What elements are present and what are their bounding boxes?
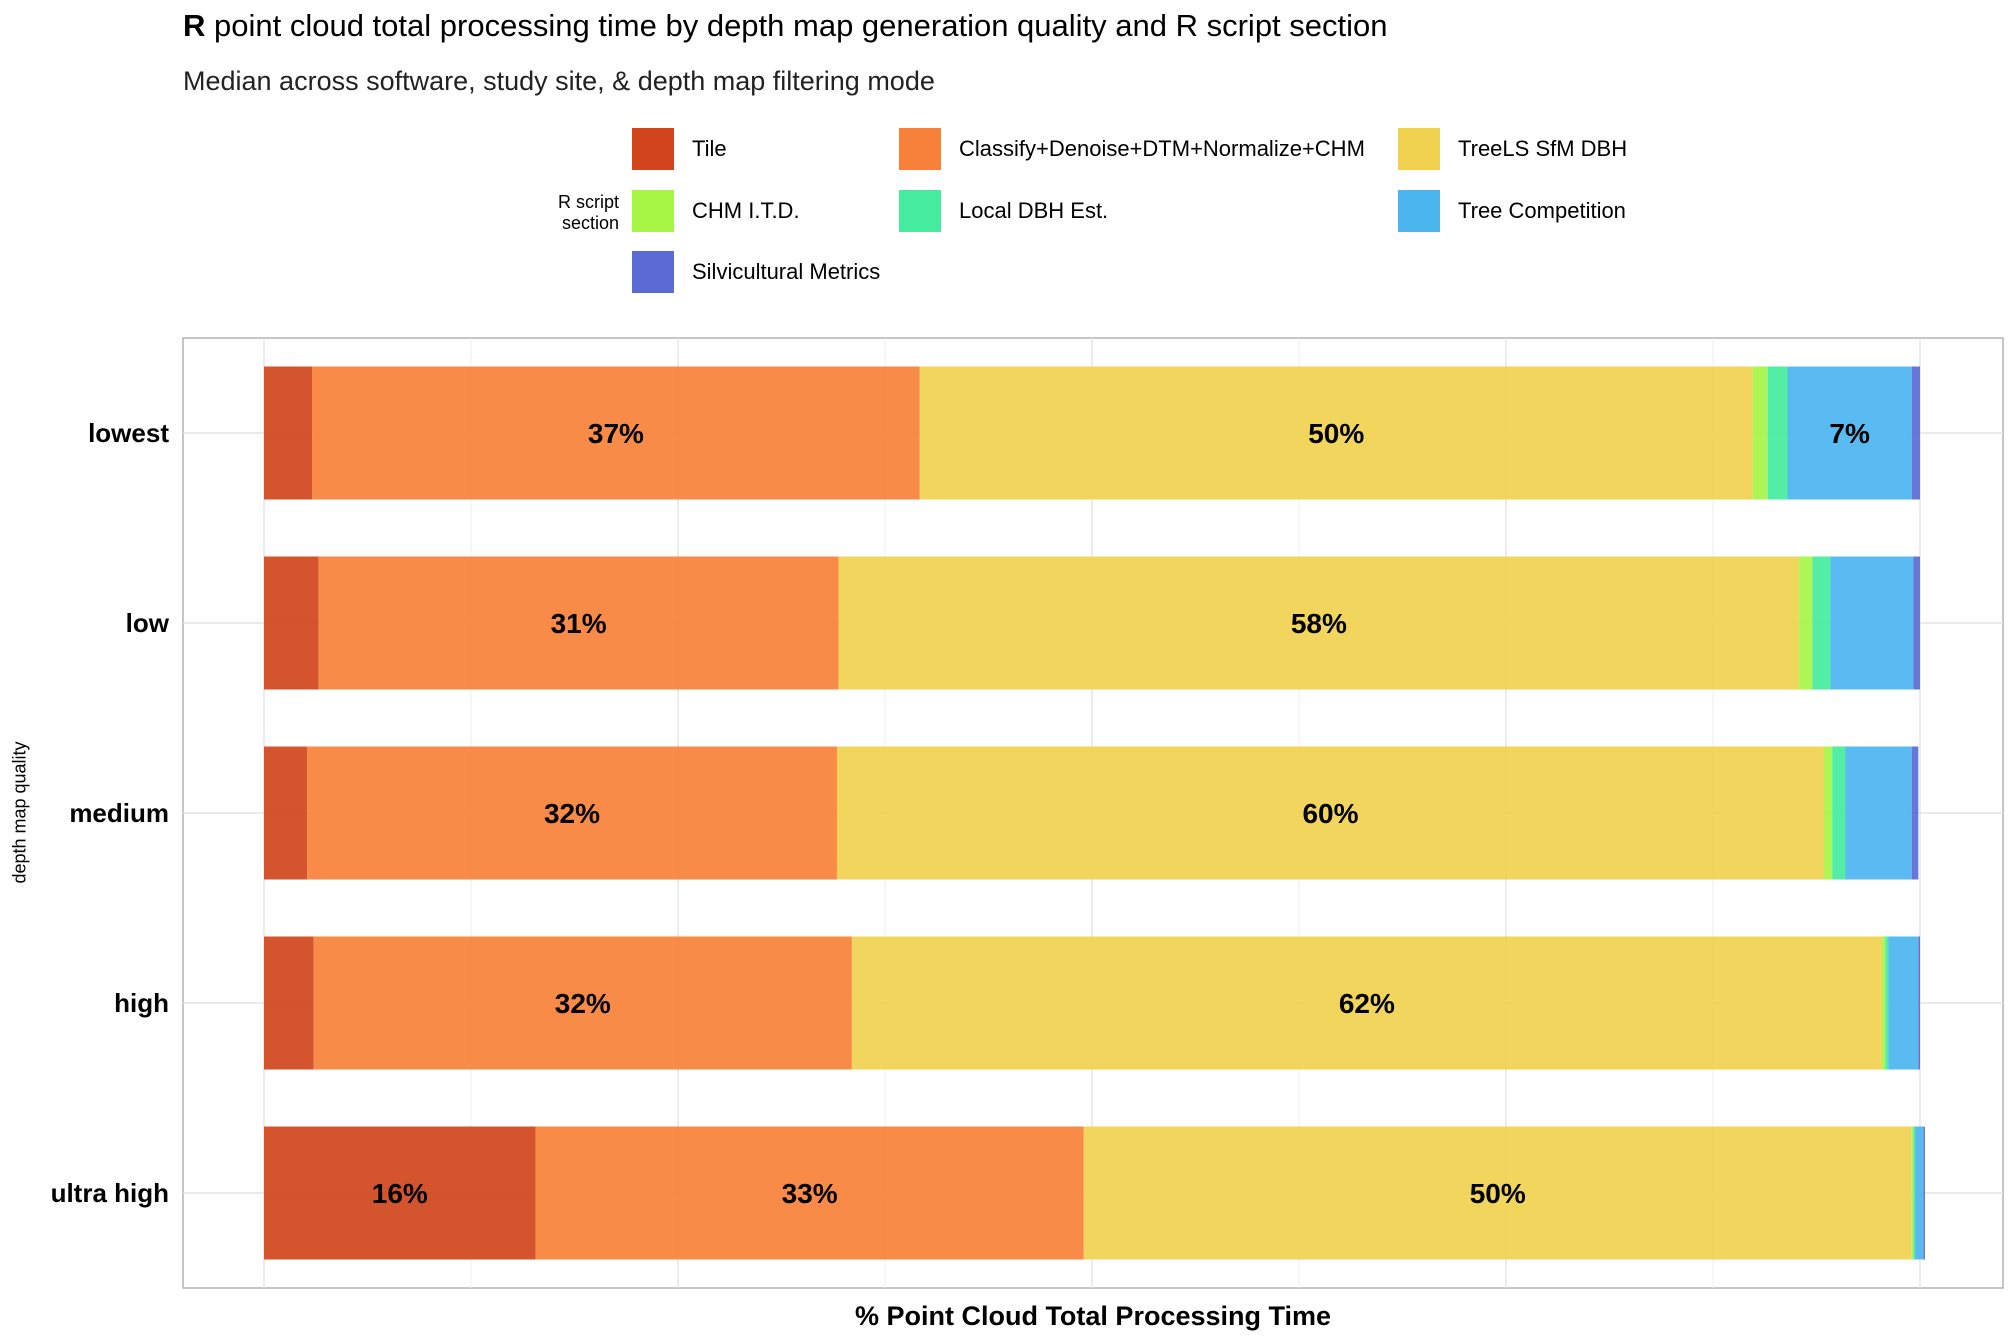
legend-title-line1: R script — [557, 192, 619, 212]
bar-low-local-dbh-est — [1812, 556, 1831, 690]
legend-title-line2: section — [561, 213, 619, 233]
bar-ultra-high-local-dbh-est — [1913, 1126, 1916, 1260]
bar-lowest-tile — [264, 366, 313, 500]
bar-high-classify-denoise-dtm-normalize-chm — [313, 936, 852, 1070]
data-label-medium-classify-denoise-dtm-normalize-chm: 32% — [544, 798, 600, 829]
chart-subtitle: Median across software, study site, & de… — [183, 66, 935, 96]
bar-high-treels-sfm-dbh — [851, 936, 1882, 1070]
data-label-high-treels-sfm-dbh: 62% — [1339, 988, 1395, 1019]
bar-medium-local-dbh-est — [1832, 746, 1846, 880]
bar-high-silvicultural-metrics — [1918, 936, 1920, 1070]
y-tick-label-low: low — [126, 608, 170, 638]
legend-key-silvicultural — [632, 251, 674, 293]
data-label-lowest-treels-sfm-dbh: 50% — [1308, 418, 1364, 449]
data-label-high-classify-denoise-dtm-normalize-chm: 32% — [555, 988, 611, 1019]
legend-label-tree-competition: Tree Competition — [1458, 198, 1626, 223]
data-label-low-classify-denoise-dtm-normalize-chm: 31% — [551, 608, 607, 639]
legend-item-treels: TreeLS SfM DBH — [1398, 126, 1627, 172]
legend-item-chm-itd: CHM I.T.D. — [632, 188, 800, 234]
legend-label-local-dbh: Local DBH Est. — [959, 198, 1109, 223]
bar-low-treels-sfm-dbh — [838, 556, 1800, 690]
chart-title-rest: point cloud total processing time by dep… — [205, 8, 1388, 43]
bar-lowest-treels-sfm-dbh — [919, 366, 1753, 500]
bar-ultra-high-tile — [264, 1126, 536, 1260]
bar-low-tile — [264, 556, 319, 690]
bar-ultra-high-classify-denoise-dtm-normalize-chm — [535, 1126, 1084, 1260]
legend-key-tree-competition — [1398, 190, 1440, 232]
bar-lowest-tree-competition — [1787, 366, 1912, 500]
bar-medium-treels-sfm-dbh — [836, 746, 1824, 880]
y-tick-label-medium: medium — [69, 798, 169, 828]
chart-title-bold: R — [183, 8, 206, 43]
legend-label-silvicultural: Silvicultural Metrics — [692, 259, 881, 284]
bar-ultra-high-treels-sfm-dbh — [1083, 1126, 1912, 1260]
bar-high-tile — [264, 936, 314, 1070]
data-label-lowest-tree-competition: 7% — [1829, 418, 1870, 449]
legend-label-classify: Classify+Denoise+DTM+Normalize+CHM — [959, 136, 1365, 161]
data-label-medium-treels-sfm-dbh: 60% — [1302, 798, 1358, 829]
x-axis-label: % Point Cloud Total Processing Time — [854, 1301, 1332, 1331]
bar-ultra-high-chm-i-t-d — [1911, 1126, 1914, 1260]
bar-high-chm-i-t-d — [1881, 936, 1886, 1070]
bar-high-local-dbh-est — [1885, 936, 1889, 1070]
bar-medium-tree-competition — [1845, 746, 1912, 880]
data-label-ultra-high-treels-sfm-dbh: 50% — [1470, 1178, 1526, 1209]
bar-medium-chm-i-t-d — [1823, 746, 1833, 880]
legend-key-treels — [1398, 128, 1440, 170]
bar-high-tree-competition — [1888, 936, 1919, 1070]
bar-medium-silvicultural-metrics — [1911, 746, 1919, 880]
y-axis-label: depth map quality — [9, 741, 30, 884]
bar-medium-tile — [264, 746, 308, 880]
legend-label-treels: TreeLS SfM DBH — [1458, 136, 1628, 161]
legend-label-chm-itd: CHM I.T.D. — [692, 198, 800, 223]
bar-low-tree-competition — [1830, 556, 1914, 690]
legend-title: R script section — [535, 192, 619, 234]
bar-low-chm-i-t-d — [1799, 556, 1813, 690]
bar-low-classify-denoise-dtm-normalize-chm — [318, 556, 839, 690]
bar-lowest-classify-denoise-dtm-normalize-chm — [312, 366, 920, 500]
bar-lowest-chm-i-t-d — [1752, 366, 1768, 500]
bar-low-silvicultural-metrics — [1913, 556, 1920, 690]
legend-item-silvicultural: Silvicultural Metrics — [632, 249, 880, 295]
legend-item-tree-competition: Tree Competition — [1398, 188, 1626, 234]
data-label-low-treels-sfm-dbh: 58% — [1291, 608, 1347, 639]
data-label-ultra-high-tile: 16% — [372, 1178, 428, 1209]
legend-key-classify — [899, 128, 941, 170]
y-tick-label-ultra-high: ultra high — [51, 1178, 169, 1208]
legend-item-classify: Classify+Denoise+DTM+Normalize+CHM — [899, 126, 1365, 172]
legend-item-tile: Tile — [632, 126, 727, 172]
legend-key-local-dbh — [899, 190, 941, 232]
bar-lowest-silvicultural-metrics — [1911, 366, 1920, 500]
legend-item-local-dbh: Local DBH Est. — [899, 188, 1108, 234]
bar-ultra-high-tree-competition — [1915, 1126, 1924, 1260]
chart-title: R point cloud total processing time by d… — [183, 8, 1388, 44]
legend-key-tile — [632, 128, 674, 170]
data-label-lowest-classify-denoise-dtm-normalize-chm: 37% — [588, 418, 644, 449]
y-tick-label-high: high — [114, 988, 169, 1018]
data-label-ultra-high-classify-denoise-dtm-normalize-chm: 33% — [782, 1178, 838, 1209]
bar-lowest-local-dbh-est — [1767, 366, 1788, 500]
bar-medium-classify-denoise-dtm-normalize-chm — [307, 746, 837, 880]
y-tick-label-lowest: lowest — [88, 418, 169, 448]
legend-key-chm-itd — [632, 190, 674, 232]
bar-ultra-high-silvicultural-metrics — [1923, 1126, 1925, 1260]
legend-label-tile: Tile — [692, 136, 727, 161]
